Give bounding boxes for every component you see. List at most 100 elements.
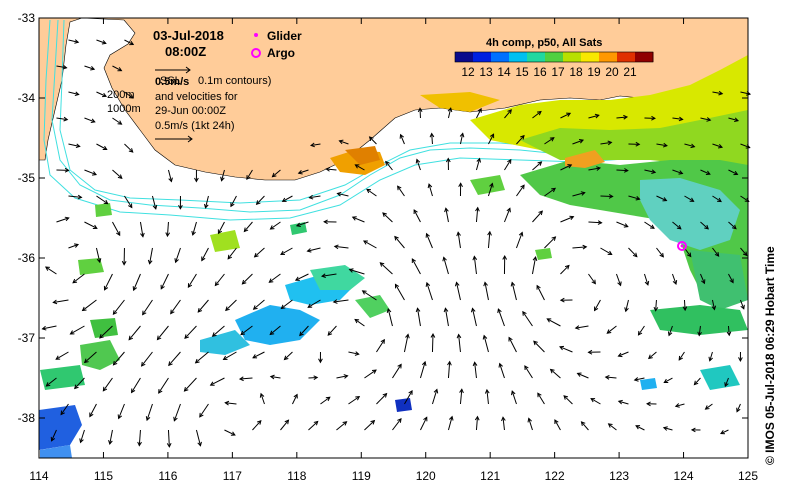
velocity-arrow <box>559 346 573 353</box>
velocity-arrow <box>364 420 375 431</box>
velocity-arrowhead <box>397 417 402 423</box>
colorbar-label: 20 <box>605 65 619 79</box>
velocity-arrowhead <box>355 396 361 401</box>
velocity-arrowhead <box>686 252 692 258</box>
velocity-arrow <box>683 299 686 311</box>
velocity-arrow <box>243 221 253 232</box>
colorbar-labels: 12 13 14 15 16 17 18 19 20 21 <box>461 65 637 79</box>
velocity-arrow <box>53 299 69 303</box>
velocity-arrowhead <box>447 107 453 113</box>
velocity-arrowhead <box>433 388 439 394</box>
velocity-arrow <box>102 377 113 392</box>
velocity-arrow <box>476 108 482 119</box>
lon-label: 116 <box>158 469 177 483</box>
velocity-arrowhead <box>325 396 331 402</box>
velocity-arrow <box>46 377 57 387</box>
velocity-arrowhead <box>510 281 516 287</box>
velocity-arrow <box>217 221 225 234</box>
velocity-arrowhead <box>537 392 542 398</box>
velocity-arrow <box>488 133 494 145</box>
velocity-arrowhead <box>659 252 664 258</box>
velocity-arrow <box>239 377 253 380</box>
velocity-arrowhead <box>268 278 274 283</box>
velocity-arrowhead <box>536 284 541 290</box>
velocity-arrowhead <box>507 109 512 114</box>
velocity-arrow <box>112 299 125 315</box>
velocity-arrowhead <box>456 231 461 237</box>
colorbar-label: 15 <box>515 65 529 79</box>
velocity-arrow <box>457 232 461 249</box>
velocity-arrow <box>413 209 421 223</box>
velocity-arrowhead <box>587 349 593 355</box>
colorbar-label: 19 <box>587 65 601 79</box>
velocity-arrowhead <box>594 306 599 312</box>
velocity-arrowhead <box>117 120 123 125</box>
velocity-arrowhead <box>370 419 376 425</box>
velocity-arrow <box>426 233 433 249</box>
velocity-arrowhead <box>482 334 488 340</box>
velocity-arrowhead <box>152 204 158 210</box>
velocity-arrowhead <box>477 107 482 113</box>
velocity-arrowhead <box>333 244 339 250</box>
velocity-arrow <box>625 299 629 312</box>
velocity-arrowhead <box>506 207 511 213</box>
velocity-arrowhead <box>137 441 142 447</box>
velocity-arrow <box>638 325 645 336</box>
velocity-arrow <box>404 390 413 405</box>
velocity-arrowhead <box>74 91 80 97</box>
velocity-arrowhead <box>644 280 650 286</box>
velocity-arrowhead <box>421 360 427 366</box>
velocity-arrow <box>336 421 347 431</box>
velocity-arrow <box>712 247 720 257</box>
velocity-arrow <box>96 91 107 97</box>
velocity-arrow <box>333 299 349 303</box>
velocity-arrowhead <box>475 206 480 212</box>
lon-label: 117 <box>223 469 242 483</box>
velocity-arrow <box>447 108 452 119</box>
velocity-arrow <box>588 273 596 284</box>
velocity-arrowhead <box>693 380 699 386</box>
velocity-arrowhead <box>69 330 75 335</box>
velocity-arrowhead <box>511 390 516 396</box>
velocity-arrow <box>167 429 170 447</box>
velocity-arrowhead <box>252 354 258 359</box>
velocity-arrow <box>124 91 134 99</box>
velocity-arrow <box>254 247 265 258</box>
velocity-arrow <box>252 420 262 431</box>
colorbar-title: 4h comp, p50, All Sats <box>486 37 602 49</box>
velocity-arrowhead <box>674 403 680 408</box>
velocity-arrowhead <box>117 67 123 72</box>
velocity-arrowhead <box>318 358 323 364</box>
velocity-arrow <box>668 325 673 336</box>
velocity-arrowhead <box>623 223 629 228</box>
velocity-arrowhead <box>354 164 360 169</box>
velocity-arrow <box>68 39 79 43</box>
velocity-arrowhead <box>102 145 108 151</box>
velocity-arrow <box>192 221 197 236</box>
velocity-arrowhead <box>445 157 451 163</box>
velocity-arrowhead <box>45 382 51 387</box>
velocity-arrowhead <box>532 256 538 262</box>
velocity-arrowhead <box>742 251 748 257</box>
velocity-arrowhead <box>90 65 96 71</box>
velocity-arrow <box>483 335 489 353</box>
velocity-arrow <box>711 299 715 310</box>
velocity-arrowhead <box>635 141 641 147</box>
velocity-arrow <box>419 361 426 379</box>
velocity-arrow <box>334 245 349 249</box>
velocity-arrowhead <box>653 306 659 312</box>
velocity-arrowhead <box>429 132 435 138</box>
velocity-arrow <box>656 247 664 258</box>
colorbar-cells <box>454 51 654 63</box>
velocity-arrow <box>362 290 377 301</box>
velocity-arrow <box>56 117 68 121</box>
velocity-arrowhead <box>472 255 478 261</box>
velocity-arrow <box>487 183 493 197</box>
colorbar-cell <box>491 52 510 62</box>
contour-prefix: SSL <box>160 75 181 87</box>
map-date: 03-Jul-2018 <box>153 28 224 43</box>
velocity-arrowhead <box>718 143 724 149</box>
velocity-arrow <box>227 247 237 260</box>
velocity-arrow <box>42 325 57 330</box>
velocity-arrow <box>184 377 197 392</box>
